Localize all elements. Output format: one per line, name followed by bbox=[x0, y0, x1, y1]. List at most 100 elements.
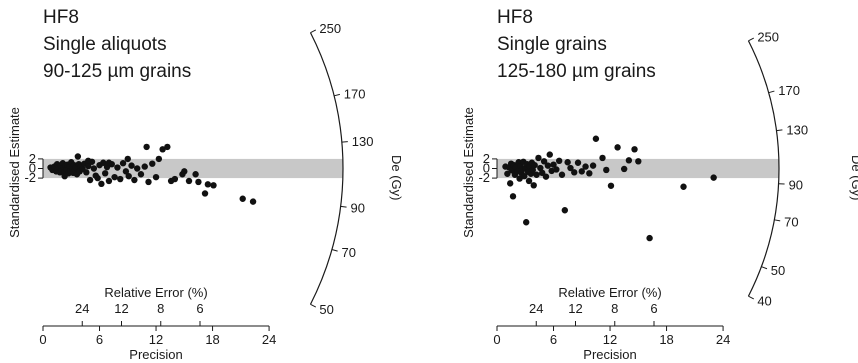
data-point bbox=[119, 160, 127, 167]
data-point bbox=[509, 193, 517, 200]
data-point bbox=[74, 153, 82, 160]
data-point bbox=[504, 170, 511, 177]
data-point bbox=[710, 174, 717, 181]
de-tick-label: 50 bbox=[771, 263, 785, 278]
precision-tick-label: 6 bbox=[96, 332, 103, 347]
relative-error-tick-label: 6 bbox=[196, 301, 203, 316]
de-tick bbox=[768, 90, 775, 94]
data-point bbox=[555, 157, 563, 165]
data-point bbox=[625, 157, 633, 164]
precision-tick-label: 12 bbox=[149, 332, 163, 347]
data-point bbox=[614, 144, 621, 151]
data-point bbox=[542, 173, 550, 180]
data-point bbox=[550, 161, 557, 168]
data-point bbox=[192, 171, 199, 178]
relative-error-tick-label: 8 bbox=[611, 301, 618, 316]
data-point bbox=[603, 166, 610, 174]
data-point bbox=[599, 154, 606, 162]
de-tick-label: 90 bbox=[351, 201, 365, 216]
data-point bbox=[592, 135, 600, 142]
de-tick-label: 130 bbox=[786, 122, 808, 137]
data-point bbox=[553, 166, 560, 173]
precision-axis-label: Precision bbox=[583, 347, 636, 362]
de-tick bbox=[748, 295, 754, 300]
data-point bbox=[94, 174, 101, 182]
de-arc-axis: 40 50 70 90 130 170 250 bbox=[747, 29, 808, 309]
de-axis-label: De (Gy) bbox=[389, 155, 404, 201]
de-tick-label: 70 bbox=[784, 215, 798, 230]
data-point bbox=[86, 176, 94, 184]
de-axis-label: De (Gy) bbox=[849, 155, 858, 201]
data-point bbox=[185, 177, 193, 185]
y-axis-label: Standardised Estimate bbox=[461, 107, 476, 238]
data-point bbox=[525, 177, 533, 185]
precision-axis-label: Precision bbox=[129, 347, 182, 362]
data-point bbox=[239, 195, 246, 202]
data-point bbox=[201, 190, 209, 197]
data-point bbox=[561, 207, 569, 214]
de-tick bbox=[341, 141, 348, 143]
de-tick-label: 250 bbox=[319, 21, 341, 36]
data-point bbox=[195, 178, 202, 186]
data-point bbox=[537, 164, 544, 172]
precision-tick-label: 18 bbox=[659, 332, 673, 347]
y-tick-label: 2 bbox=[29, 151, 36, 166]
relative-error-tick-label: 24 bbox=[75, 301, 89, 316]
data-points bbox=[502, 135, 717, 242]
de-tick bbox=[333, 93, 341, 97]
de-tick-label: 40 bbox=[757, 294, 771, 309]
data-point bbox=[105, 177, 113, 185]
data-point bbox=[155, 155, 163, 163]
data-point bbox=[141, 163, 148, 170]
relative-error-axis-label: Relative Error (%) bbox=[104, 285, 207, 300]
data-point bbox=[631, 146, 638, 153]
de-tick bbox=[776, 129, 783, 132]
data-point bbox=[607, 182, 615, 189]
y-tick-label: 2 bbox=[483, 151, 490, 166]
data-point bbox=[85, 162, 92, 170]
data-point bbox=[114, 164, 121, 171]
de-tick-label: 250 bbox=[757, 29, 779, 44]
plot-title-line-3: 125-180 µm grains bbox=[497, 61, 656, 82]
data-point bbox=[680, 183, 687, 190]
plot-title-line-2: Single grains bbox=[497, 34, 607, 55]
de-tick bbox=[774, 219, 781, 222]
precision-tick-label: 24 bbox=[716, 332, 730, 347]
de-tick bbox=[340, 205, 347, 208]
data-point bbox=[535, 154, 542, 162]
data-point bbox=[578, 168, 585, 175]
two-sigma-band bbox=[43, 158, 343, 179]
data-point bbox=[546, 151, 553, 158]
relative-error-tick-label: 12 bbox=[114, 301, 128, 316]
data-point bbox=[149, 160, 156, 167]
data-point bbox=[589, 162, 597, 169]
precision-axis: 0 6 12 18 24 24 12 8 6 bbox=[493, 301, 730, 347]
precision-tick-label: 18 bbox=[205, 332, 219, 347]
data-point bbox=[571, 169, 578, 176]
data-point bbox=[558, 171, 566, 178]
data-point bbox=[586, 170, 593, 177]
data-point bbox=[635, 158, 642, 165]
data-point bbox=[105, 159, 113, 166]
data-point bbox=[164, 143, 171, 151]
data-point bbox=[544, 162, 552, 169]
data-point bbox=[506, 180, 514, 187]
data-point bbox=[122, 168, 130, 175]
data-point bbox=[128, 162, 135, 169]
precision-axis: 0 6 12 18 24 24 12 8 6 bbox=[39, 301, 276, 347]
data-point bbox=[134, 165, 141, 172]
data-point bbox=[143, 143, 150, 151]
relative-error-tick-label: 24 bbox=[529, 301, 543, 316]
de-arc-line bbox=[309, 32, 344, 305]
data-point bbox=[210, 182, 217, 189]
data-point bbox=[61, 172, 68, 180]
de-tick-label: 90 bbox=[789, 177, 803, 192]
data-point bbox=[111, 173, 118, 181]
data-point bbox=[85, 157, 92, 165]
data-point bbox=[204, 181, 212, 188]
data-point bbox=[145, 178, 152, 186]
precision-tick-label: 0 bbox=[39, 332, 46, 347]
precision-tick-label: 6 bbox=[550, 332, 557, 347]
y-tick-label: -2 bbox=[24, 170, 36, 185]
